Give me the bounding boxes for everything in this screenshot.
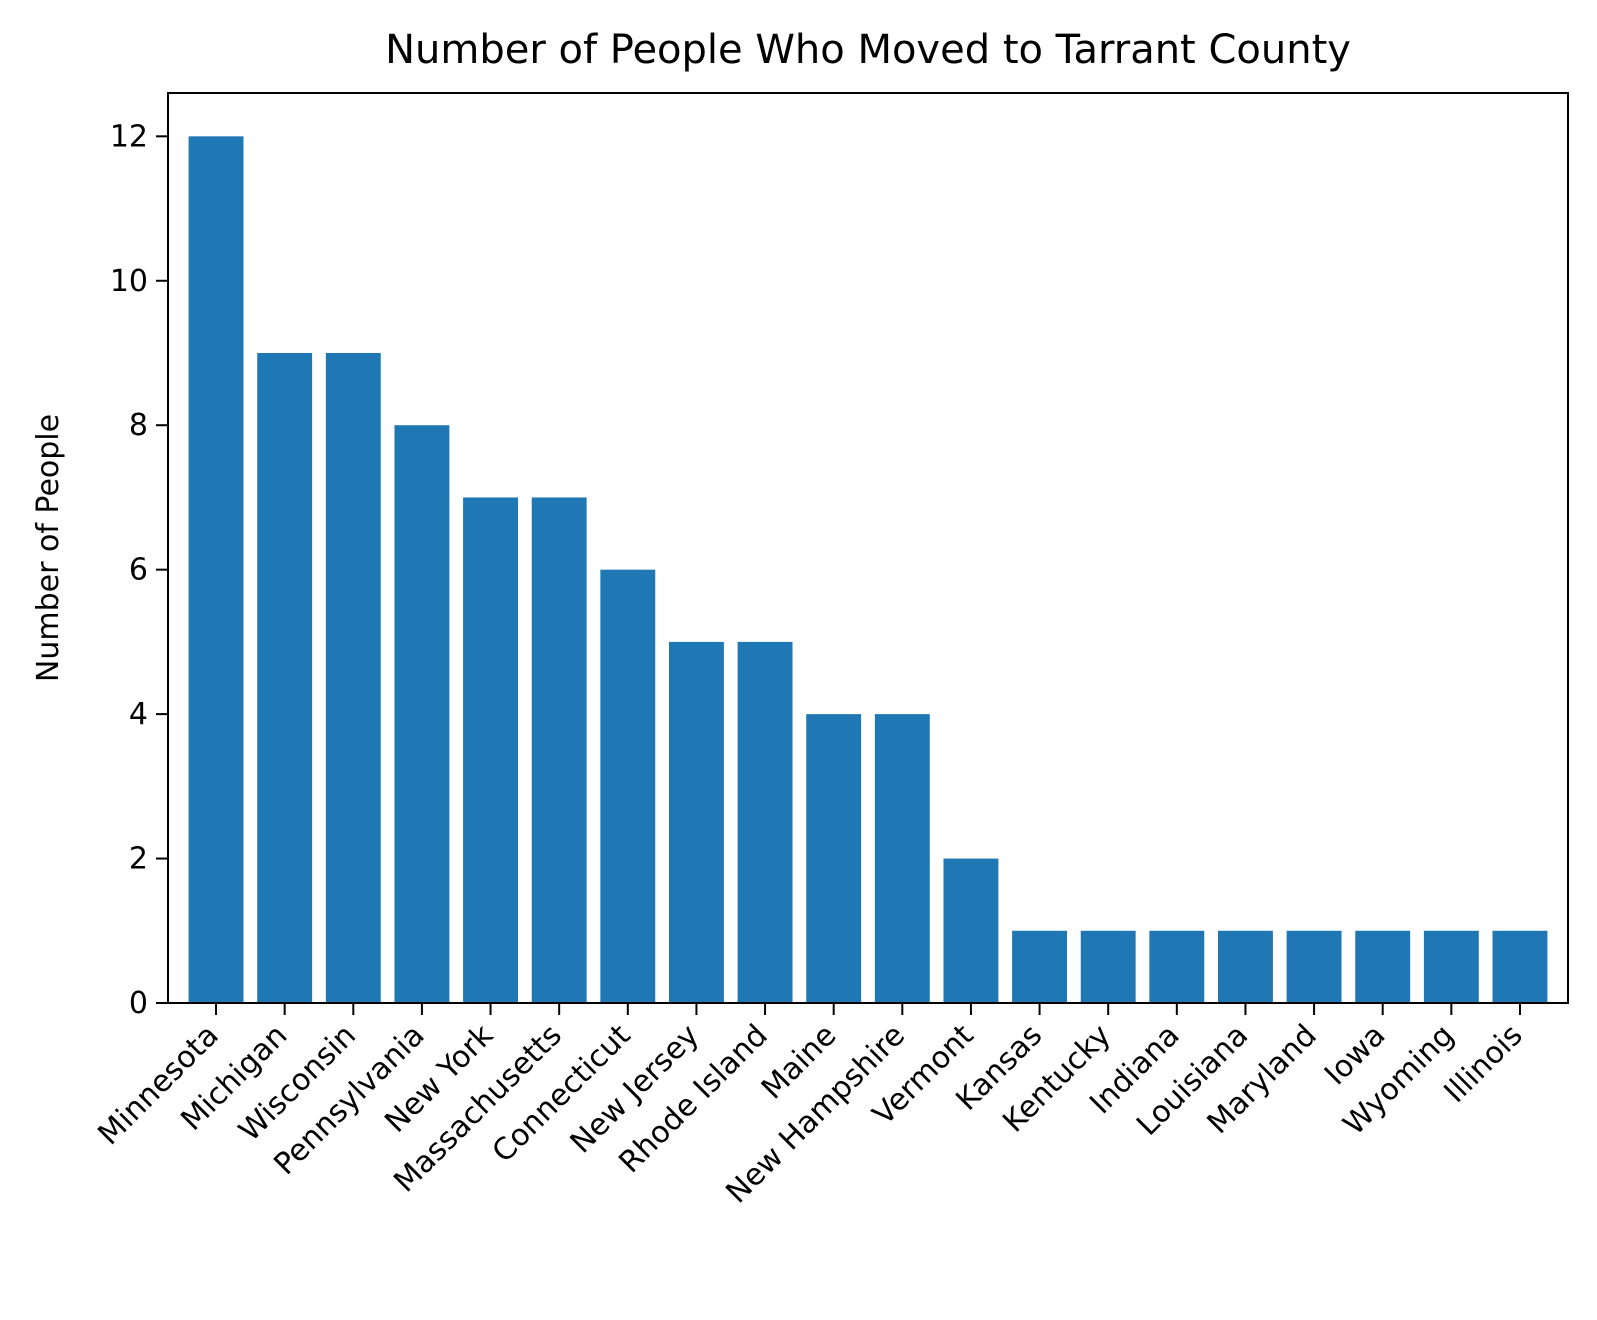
bar-new-hampshire	[874, 714, 930, 1003]
bar-pennsylvania	[394, 425, 450, 1003]
bar-new-york	[463, 497, 518, 1003]
bar-massachusetts	[531, 497, 587, 1003]
y-tick-label: 2	[129, 842, 148, 877]
y-tick-label: 6	[129, 553, 148, 588]
y-axis: 0 2 4 6 8 10 12	[110, 119, 168, 1021]
bar-maine	[806, 714, 862, 1003]
bar-wyoming	[1423, 930, 1479, 1003]
y-tick-label: 12	[110, 119, 148, 154]
bar-illinois	[1492, 930, 1548, 1003]
chart-title: Number of People Who Moved to Tarrant Co…	[385, 27, 1351, 73]
bar-kentucky	[1080, 930, 1136, 1003]
bar-wisconsin	[325, 353, 381, 1003]
bar-new-jersey	[668, 641, 724, 1003]
bar-iowa	[1355, 930, 1411, 1003]
x-tick-label: Illinois	[1438, 1018, 1530, 1110]
bar-kansas	[1012, 930, 1068, 1003]
bar-louisiana	[1218, 930, 1273, 1003]
y-tick-label: 0	[129, 986, 148, 1021]
y-tick-label: 8	[129, 408, 148, 443]
bar-maryland	[1286, 930, 1342, 1003]
bar-michigan	[257, 353, 313, 1003]
bar-indiana	[1149, 930, 1205, 1003]
plot-frame	[167, 92, 1569, 1004]
y-axis-label: Number of People	[31, 414, 66, 682]
x-axis: MinnesotaMichiganWisconsinPennsylvaniaNe…	[91, 1003, 1530, 1210]
bars-group	[188, 136, 1548, 1004]
bar-rhode-island	[737, 641, 793, 1003]
bar-minnesota	[188, 136, 244, 1004]
y-tick-label: 10	[110, 264, 148, 299]
bar-connecticut	[600, 569, 656, 1003]
bar-vermont	[943, 858, 999, 1003]
y-tick-label: 4	[129, 697, 148, 732]
